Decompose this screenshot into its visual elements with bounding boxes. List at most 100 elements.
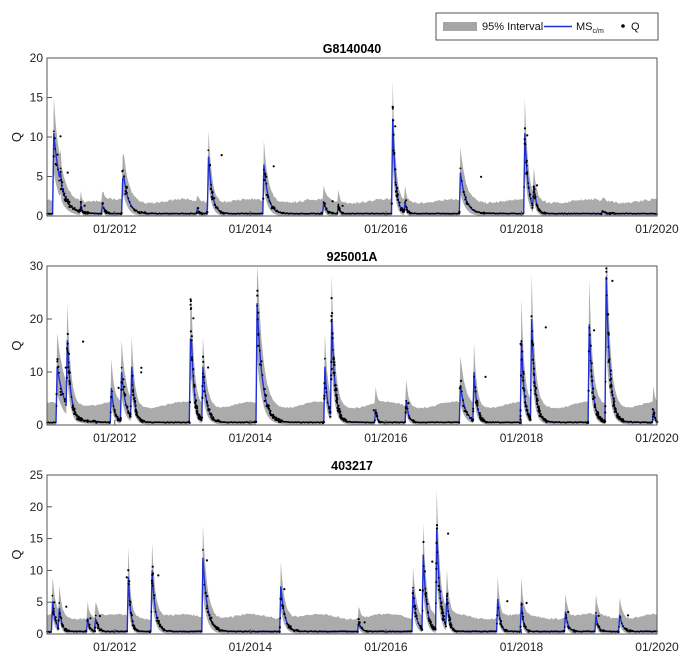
observed-point	[151, 421, 154, 424]
observed-point	[390, 202, 393, 205]
observed-point	[585, 212, 588, 215]
observed-point	[66, 630, 69, 632]
observed-point	[103, 421, 105, 424]
observed-point	[265, 630, 268, 633]
observed-point	[497, 421, 500, 423]
observed-point	[363, 421, 366, 424]
observed-point	[265, 404, 268, 407]
observed-point	[337, 630, 340, 633]
observed-point	[387, 630, 390, 633]
observed-point	[549, 630, 551, 633]
observed-point	[195, 630, 198, 633]
observed-point	[88, 212, 90, 214]
observed-point	[535, 630, 538, 633]
observed-point	[287, 212, 290, 215]
observed-point	[337, 408, 340, 411]
observed-point	[446, 421, 448, 424]
observed-point	[283, 588, 286, 591]
observed-point	[652, 212, 654, 215]
observed-point	[596, 411, 599, 414]
observed-point	[122, 388, 124, 391]
observed-point	[527, 186, 530, 189]
observed-point	[337, 207, 340, 211]
observed-point	[314, 213, 317, 215]
observed-point	[176, 421, 179, 424]
observed-point	[536, 406, 539, 409]
observed-point	[218, 628, 221, 631]
observed-point	[447, 212, 450, 215]
observed-point	[63, 398, 66, 401]
observed-point	[456, 421, 459, 423]
observed-point	[588, 333, 591, 336]
observed-point	[56, 358, 59, 361]
observed-point	[437, 588, 440, 591]
observed-point	[189, 299, 192, 303]
observed-point	[536, 630, 539, 633]
observed-point	[585, 421, 588, 424]
observed-point	[141, 419, 143, 422]
observed-point	[245, 630, 248, 633]
observed-point	[195, 407, 198, 410]
axes-box	[46, 474, 658, 635]
observed-point	[200, 416, 204, 419]
observed-point	[89, 212, 92, 215]
observed-point	[203, 583, 206, 586]
observed-point	[448, 213, 451, 215]
observed-point	[542, 212, 544, 214]
observed-point	[244, 212, 246, 215]
observed-point	[608, 212, 611, 215]
observed-point	[58, 612, 61, 615]
x-tick-label: 01/2016	[364, 222, 408, 236]
observed-point	[149, 630, 151, 633]
observed-point	[191, 212, 193, 215]
observed-point	[404, 201, 406, 204]
y-tick-label: 0	[36, 418, 43, 432]
observed-point	[604, 380, 607, 383]
observed-point	[620, 212, 623, 215]
observed-point	[343, 212, 345, 215]
observed-point	[317, 630, 319, 633]
observed-point	[582, 421, 585, 424]
observed-point	[124, 404, 127, 406]
observed-point	[600, 419, 603, 422]
observed-point	[187, 421, 189, 423]
observed-point	[523, 388, 526, 391]
x-tick-label: 01/2018	[500, 431, 544, 445]
observed-point	[619, 212, 622, 215]
observed-point	[587, 630, 589, 632]
observed-point	[421, 212, 424, 215]
y-axis-label: Q	[9, 132, 24, 142]
observed-point	[343, 630, 345, 632]
observed-point	[496, 622, 498, 625]
observed-point	[309, 630, 311, 632]
observed-point	[424, 587, 427, 590]
observed-point	[652, 418, 654, 421]
observed-point	[435, 524, 439, 527]
x-tick-label: 01/2020	[635, 222, 679, 236]
observed-point	[368, 421, 371, 424]
observed-point	[80, 203, 82, 205]
observed-point	[363, 621, 366, 624]
observed-point	[360, 627, 363, 630]
observed-point	[357, 623, 360, 626]
observed-point	[215, 626, 218, 629]
observed-point	[154, 421, 157, 423]
observed-point	[298, 421, 300, 424]
observed-point	[472, 410, 475, 413]
observed-point	[65, 605, 68, 608]
observed-point	[630, 420, 633, 423]
observed-point	[650, 421, 653, 424]
observed-point	[509, 212, 512, 215]
observed-point	[254, 421, 257, 424]
observed-point	[192, 368, 195, 371]
observed-point	[78, 630, 81, 633]
observed-point	[66, 171, 69, 174]
observed-point	[116, 418, 119, 420]
observed-point	[185, 630, 188, 633]
observed-point	[549, 212, 551, 215]
observed-point	[256, 289, 259, 292]
observed-point	[458, 212, 460, 215]
observed-point	[207, 408, 210, 411]
observed-point	[544, 630, 547, 633]
observed-point	[215, 206, 218, 209]
